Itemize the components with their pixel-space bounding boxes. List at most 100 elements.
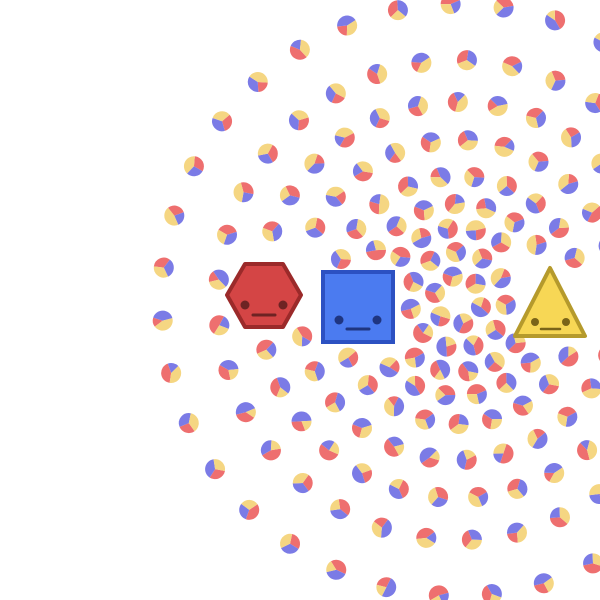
vote-dot-slice	[375, 118, 390, 129]
vote-dot-slice	[307, 163, 325, 174]
vote-dot-slice	[400, 186, 418, 197]
vote-dot-slice	[304, 368, 318, 382]
vote-dot-slice	[574, 248, 585, 265]
vote-dot	[319, 440, 340, 461]
vote-dot	[558, 346, 579, 367]
vote-dot	[257, 143, 278, 164]
vote-dot	[539, 374, 560, 395]
vote-dot	[430, 306, 451, 327]
vote-dot	[289, 39, 310, 60]
vote-dot	[408, 96, 429, 117]
vote-dot-slice	[464, 170, 475, 187]
vote-dot-slice	[270, 440, 281, 451]
vote-dot-slice	[472, 249, 483, 266]
vote-dot-slice	[454, 194, 465, 205]
vote-dot-slice	[183, 156, 195, 174]
vote-dot-slice	[357, 375, 369, 391]
vote-dot-slice	[426, 531, 437, 544]
vote-dot-slice	[442, 273, 453, 287]
vote-dot-slice	[390, 10, 406, 21]
vote-dot-slice	[520, 362, 531, 373]
vote-dot-slice	[465, 273, 476, 289]
vote-dot	[386, 216, 407, 237]
vote-dot-slice	[414, 352, 425, 368]
vote-dot-slice	[504, 216, 515, 233]
red-hexagon-body[interactable]	[225, 262, 303, 329]
vote-dot-slice	[534, 583, 549, 594]
vote-dot	[262, 221, 283, 242]
red-hexagon-character[interactable]	[225, 262, 303, 329]
vote-dot-slice	[270, 377, 281, 397]
vote-dot-slice	[240, 182, 254, 195]
vote-dot	[233, 182, 254, 203]
vote-dot	[525, 193, 546, 214]
vote-dot-slice	[315, 217, 326, 235]
vote-dot-slice	[456, 50, 469, 64]
vote-dot-slice	[466, 50, 477, 66]
vote-dot-slice	[458, 363, 470, 382]
vote-dot	[178, 413, 199, 434]
vote-dot-slice	[447, 92, 458, 112]
vote-dot-slice	[289, 45, 307, 60]
vote-dot-slice	[219, 316, 230, 329]
vote-dot-slice	[163, 259, 174, 277]
vote-dot-slice	[499, 382, 514, 393]
blue-square-body[interactable]	[321, 270, 395, 344]
vote-dot-slice	[502, 62, 520, 77]
vote-dot-slice	[487, 99, 498, 112]
vote-dot	[564, 247, 585, 268]
yellow-triangle-character[interactable]	[513, 266, 587, 338]
vote-dot-slice	[407, 176, 419, 189]
vote-dot-slice	[305, 227, 323, 238]
vote-dot-slice	[560, 181, 579, 195]
vote-dot-slice	[492, 319, 506, 337]
vote-dot	[260, 440, 281, 461]
vote-dot-slice	[241, 499, 258, 510]
vote-dot-slice	[494, 276, 511, 289]
vote-dot	[326, 559, 347, 580]
vote-dot-slice	[169, 366, 182, 384]
vote-dot	[369, 194, 390, 215]
vote-dot-slice	[409, 271, 424, 287]
vote-dot	[526, 234, 547, 255]
vote-dot-slice	[507, 478, 521, 492]
yellow-triangle-body[interactable]	[513, 266, 587, 338]
vote-dot-slice	[512, 61, 523, 74]
vote-dot-slice	[314, 361, 325, 381]
vote-dot-slice	[582, 202, 600, 213]
vote-dot-slice	[490, 594, 502, 600]
vote-dot-slice	[493, 0, 504, 15]
vote-dot-slice	[507, 532, 518, 543]
vote-dot	[405, 375, 426, 396]
vote-dot-slice	[447, 220, 458, 239]
vote-dot-slice	[470, 302, 489, 318]
vote-dot-slice	[412, 235, 432, 249]
vote-dot-slice	[520, 352, 540, 364]
vote-dot-slice	[435, 388, 446, 402]
vote-dot-slice	[408, 96, 422, 109]
vote-dot-slice	[551, 227, 569, 238]
vote-dot-slice	[393, 397, 405, 417]
vote-dot-slice	[223, 231, 238, 245]
vote-dot-slice	[440, 0, 460, 5]
vote-dot	[208, 269, 229, 290]
vote-dot-slice	[359, 385, 375, 396]
vote-dot-slice	[292, 483, 309, 494]
vote-dot	[589, 484, 600, 505]
vote-dot	[337, 15, 358, 36]
vote-dot-slice	[247, 76, 259, 93]
vote-dot	[279, 185, 300, 206]
vote-dot	[371, 517, 392, 538]
vote-dot-slice	[558, 346, 569, 364]
vote-dot-slice	[249, 71, 268, 83]
vote-dot-slice	[423, 205, 434, 221]
vote-dot-slice	[375, 108, 390, 122]
vote-dot-slice	[208, 271, 219, 283]
vote-dot	[346, 218, 367, 239]
blue-square-character[interactable]	[321, 270, 395, 344]
vote-dot-slice	[490, 96, 508, 107]
vote-dot	[470, 297, 491, 318]
vote-dot-slice	[594, 32, 600, 41]
vote-dot-slice	[545, 374, 560, 387]
